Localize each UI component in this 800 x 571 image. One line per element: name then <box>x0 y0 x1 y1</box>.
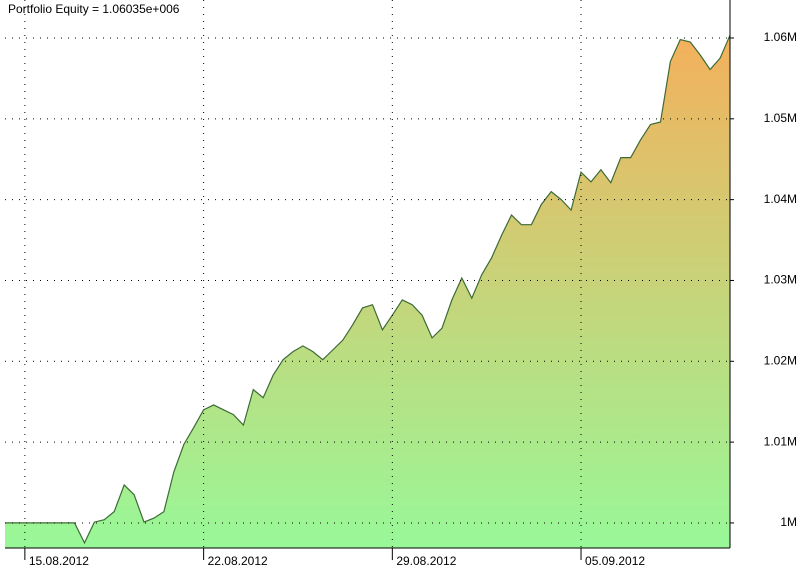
y-tick-label: 1.03M <box>764 273 797 287</box>
x-tick-label: 15.08.2012 <box>29 554 89 568</box>
x-tick-label: 29.08.2012 <box>396 554 456 568</box>
plot-area <box>5 34 731 548</box>
y-tick-label: 1.04M <box>764 192 797 206</box>
y-tick-label: 1.05M <box>764 111 797 125</box>
y-tick-label: 1.06M <box>764 30 797 44</box>
x-tick-label: 05.09.2012 <box>585 554 645 568</box>
y-tick-label: 1M <box>780 515 797 529</box>
x-tick-label: 22.08.2012 <box>208 554 268 568</box>
y-tick-label: 1.02M <box>764 353 797 367</box>
y-tick-label: 1.01M <box>764 434 797 448</box>
chart-title: Portfolio Equity = 1.06035e+006 <box>8 2 180 16</box>
line <box>5 34 731 545</box>
area <box>5 35 730 548</box>
